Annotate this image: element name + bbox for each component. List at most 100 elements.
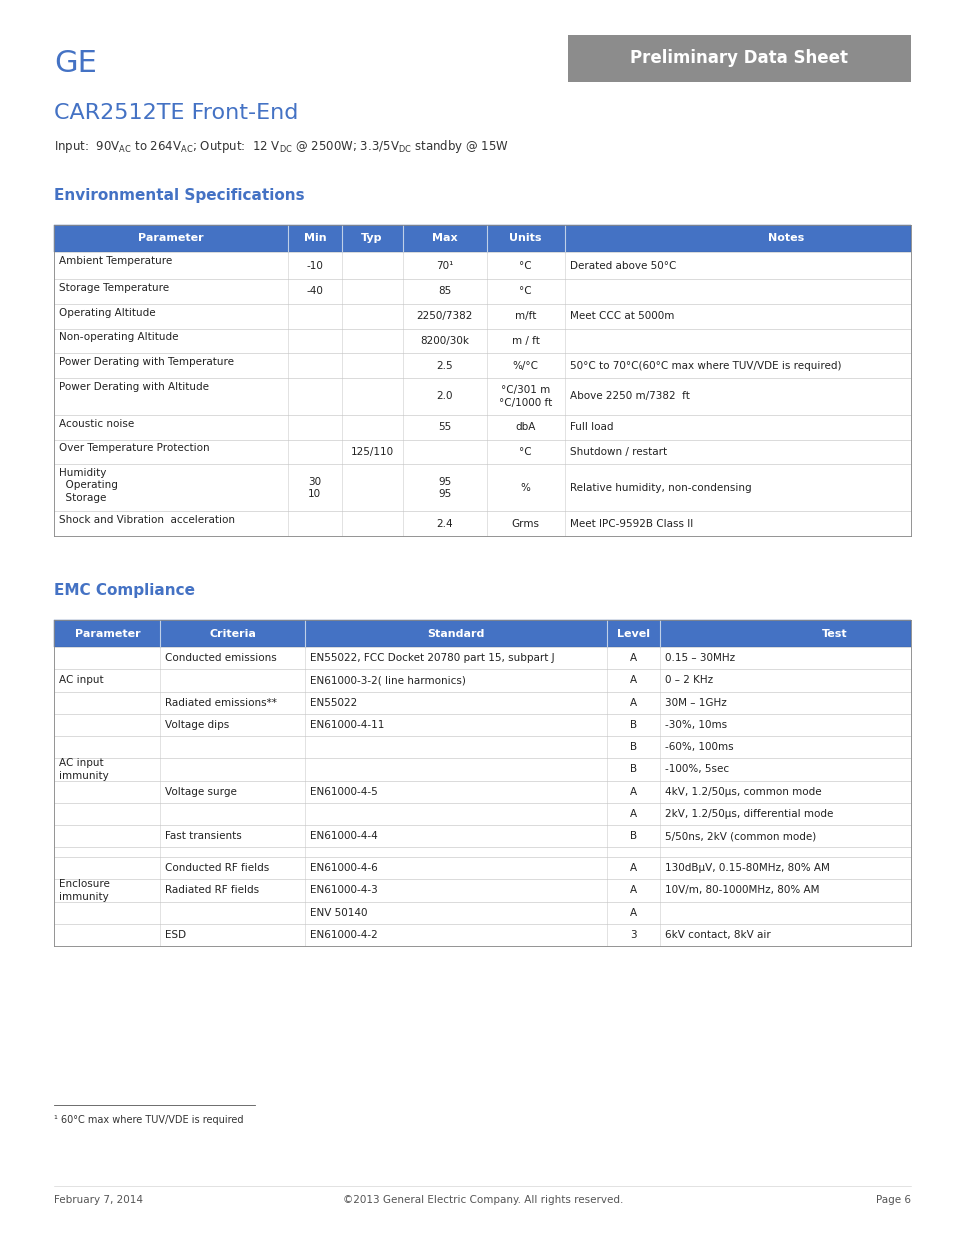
Text: dbA: dbA [515,422,536,432]
Text: Above 2250 m/7382  ft: Above 2250 m/7382 ft [569,391,689,401]
Text: Level: Level [617,629,649,638]
Text: EN61000-4-11: EN61000-4-11 [310,720,384,730]
Bar [54,803,910,825]
Text: Preliminary Data Sheet: Preliminary Data Sheet [630,49,847,67]
Text: %: % [520,483,530,493]
Text: Criteria: Criteria [209,629,256,638]
Bar [54,714,910,736]
Text: Power Derating with Temperature: Power Derating with Temperature [59,357,233,367]
Text: AC input: AC input [59,676,104,685]
Text: GE: GE [54,49,97,78]
Text: 50°C to 70°C(60°C max where TUV/VDE is required): 50°C to 70°C(60°C max where TUV/VDE is r… [569,361,841,370]
Text: °C/301 m
°C/1000 ft: °C/301 m °C/1000 ft [498,385,552,408]
Text: A: A [629,676,637,685]
Text: Relative humidity, non-condensing: Relative humidity, non-condensing [569,483,750,493]
Text: °C: °C [518,287,532,296]
Text: A: A [629,908,637,918]
Text: 130dBμV, 0.15-80MHz, 80% AM: 130dBμV, 0.15-80MHz, 80% AM [664,863,829,873]
Text: Voltage surge: Voltage surge [165,787,236,797]
Text: Derated above 50°C: Derated above 50°C [569,261,676,270]
Text: EN55022, FCC Docket 20780 part 15, subpart J: EN55022, FCC Docket 20780 part 15, subpa… [310,653,554,663]
Bar [54,669,910,692]
Bar [54,329,910,353]
Text: 2.4: 2.4 [436,519,453,529]
Bar [54,758,910,781]
Text: m/ft: m/ft [515,311,536,321]
Bar [54,378,910,415]
Text: Notes: Notes [768,233,803,243]
Text: Operating Altitude: Operating Altitude [59,308,155,317]
Bar [54,825,910,847]
Bar [54,736,910,758]
Text: A: A [629,885,637,895]
Text: Non-operating Altitude: Non-operating Altitude [59,332,178,342]
Text: 5/50ns, 2kV (common mode): 5/50ns, 2kV (common mode) [664,831,816,841]
Bar [54,279,910,304]
Bar [54,464,910,511]
Text: B: B [629,764,637,774]
Text: Conducted RF fields: Conducted RF fields [165,863,269,873]
Text: 95
95: 95 95 [437,477,451,499]
Text: EN61000-4-5: EN61000-4-5 [310,787,377,797]
Text: Parameter: Parameter [74,629,140,638]
Text: 3: 3 [630,930,636,940]
Text: %/°C: %/°C [512,361,538,370]
Text: ¹ 60°C max where TUV/VDE is required: ¹ 60°C max where TUV/VDE is required [54,1115,244,1125]
Text: 2.5: 2.5 [436,361,453,370]
Bar [54,511,910,536]
Bar [54,692,910,714]
Text: Ambient Temperature: Ambient Temperature [59,256,172,266]
Text: Humidity
  Operating
  Storage: Humidity Operating Storage [59,468,118,503]
Bar [54,415,910,440]
Text: Enclosure
immunity: Enclosure immunity [59,879,110,902]
Text: Test: Test [821,629,846,638]
Text: CAR2512TE Front-End: CAR2512TE Front-End [54,103,298,122]
Text: EMC Compliance: EMC Compliance [54,583,195,598]
Text: A: A [629,787,637,797]
Text: °C: °C [518,447,532,457]
Text: -100%, 5sec: -100%, 5sec [664,764,728,774]
Text: Max: Max [432,233,456,243]
Bar [54,902,910,924]
Text: Parameter: Parameter [138,233,204,243]
Text: February 7, 2014: February 7, 2014 [54,1195,143,1205]
Text: 85: 85 [437,287,451,296]
Text: Shutdown / restart: Shutdown / restart [569,447,666,457]
Text: 0 – 2 KHz: 0 – 2 KHz [664,676,712,685]
Bar [54,353,910,378]
Text: Shock and Vibration  acceleration: Shock and Vibration acceleration [59,515,234,525]
Text: -30%, 10ms: -30%, 10ms [664,720,726,730]
Text: A: A [629,809,637,819]
Bar [54,225,910,252]
Text: B: B [629,720,637,730]
Text: -40: -40 [306,287,323,296]
Bar [567,35,910,82]
Text: 2250/7382: 2250/7382 [416,311,473,321]
Text: ©2013 General Electric Company. All rights reserved.: ©2013 General Electric Company. All righ… [342,1195,622,1205]
Text: -10: -10 [306,261,323,270]
Text: A: A [629,653,637,663]
Text: Page 6: Page 6 [875,1195,910,1205]
Text: 55: 55 [437,422,451,432]
Text: EN61000-4-3: EN61000-4-3 [310,885,377,895]
Text: ENV 50140: ENV 50140 [310,908,367,918]
Text: Over Temperature Protection: Over Temperature Protection [59,443,210,453]
Text: Storage Temperature: Storage Temperature [59,283,169,293]
Text: °C: °C [518,261,532,270]
Text: ESD: ESD [165,930,186,940]
Text: 70¹: 70¹ [436,261,453,270]
Text: m / ft: m / ft [511,336,539,346]
Bar [54,252,910,279]
Text: 2kV, 1.2/50μs, differential mode: 2kV, 1.2/50μs, differential mode [664,809,832,819]
Text: 10V/m, 80-1000MHz, 80% AM: 10V/m, 80-1000MHz, 80% AM [664,885,819,895]
Text: 30
10: 30 10 [308,477,321,499]
Bar [54,647,910,669]
Text: Meet CCC at 5000m: Meet CCC at 5000m [569,311,673,321]
Text: Power Derating with Altitude: Power Derating with Altitude [59,382,209,391]
Text: B: B [629,831,637,841]
Bar [54,879,910,902]
Text: 4kV, 1.2/50μs, common mode: 4kV, 1.2/50μs, common mode [664,787,821,797]
Text: Conducted emissions: Conducted emissions [165,653,276,663]
Text: Radiated RF fields: Radiated RF fields [165,885,259,895]
Text: Radiated emissions**: Radiated emissions** [165,698,276,708]
